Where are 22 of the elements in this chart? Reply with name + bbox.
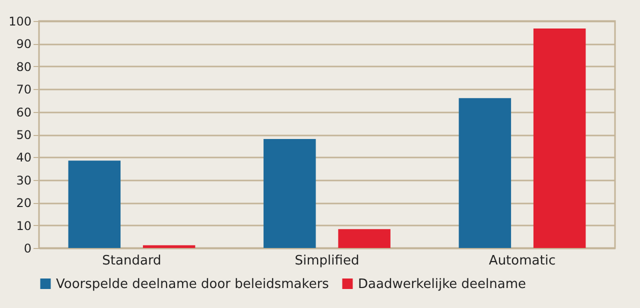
y-tick-label: 100 (8, 14, 32, 28)
y-tick-label: 20 (16, 196, 32, 210)
y-tick-label: 30 (16, 173, 32, 188)
bar (533, 28, 586, 248)
bar (264, 139, 316, 248)
y-tick-label: 60 (16, 105, 32, 120)
bar (458, 98, 512, 248)
y-tick-label: 0 (24, 242, 32, 256)
bar (68, 160, 121, 248)
y-tick-label: 80 (16, 60, 32, 74)
x-tick-label: Standard (102, 254, 162, 268)
bar (142, 245, 196, 248)
x-tick-label: Simplified (294, 254, 360, 268)
legend-label: Voorspelde deelname door beleidsmakers (56, 276, 330, 292)
bar (338, 229, 390, 248)
y-tick-label: 70 (16, 82, 32, 97)
x-tick-label: Automatic (488, 254, 556, 268)
legend-label: Daadwerkelijke deelname (358, 276, 526, 292)
y-tick-label: 40 (16, 150, 32, 165)
y-tick-label: 10 (16, 218, 32, 233)
y-tick-label: 90 (16, 37, 32, 52)
y-tick-label: 50 (16, 128, 32, 142)
